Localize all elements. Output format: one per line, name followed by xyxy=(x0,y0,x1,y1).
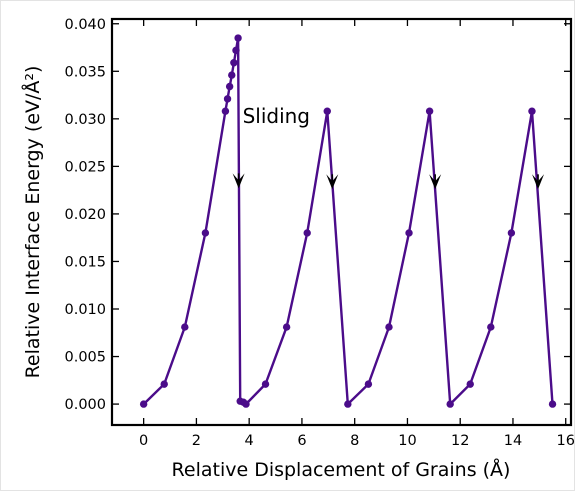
data-point xyxy=(234,34,242,42)
y-tick-label: 0.035 xyxy=(64,64,106,80)
plot-frame xyxy=(110,17,573,427)
y-tick-label: 0.020 xyxy=(64,207,106,223)
arrow-head xyxy=(429,174,442,190)
y-tick-label: 0.040 xyxy=(64,17,106,33)
y-tick-label: 0.015 xyxy=(64,254,106,270)
data-point xyxy=(364,380,373,388)
data-point xyxy=(282,323,291,331)
data-point xyxy=(323,107,331,115)
data-point xyxy=(507,229,516,237)
axis-ticks xyxy=(112,19,571,425)
x-tick-label: 16 xyxy=(556,433,574,449)
y-tick-label: 0.005 xyxy=(64,350,106,366)
data-point xyxy=(303,229,311,237)
data-point xyxy=(425,107,434,115)
sliding-annotation: Sliding xyxy=(243,104,310,128)
data-point xyxy=(466,380,474,388)
data-series xyxy=(139,34,557,408)
y-tick-label: 0.030 xyxy=(64,112,106,128)
y-tick-label: 0.010 xyxy=(64,302,106,318)
x-tick-label: 12 xyxy=(451,433,469,449)
data-point xyxy=(223,95,232,103)
data-point xyxy=(228,71,236,79)
arrow-head xyxy=(532,174,545,190)
y-axis-title: Relative Interface Energy (eV/Å²) xyxy=(21,66,44,379)
data-point xyxy=(528,107,536,115)
data-point xyxy=(221,107,230,115)
x-tick-label: 8 xyxy=(350,433,359,449)
y-tick-label: 0.025 xyxy=(64,159,106,175)
x-tick-label: 14 xyxy=(504,433,522,449)
y-tick-label: 0.000 xyxy=(64,397,106,413)
data-point xyxy=(181,323,189,331)
data-point xyxy=(261,380,270,388)
data-point xyxy=(548,400,557,408)
data-point xyxy=(160,380,168,388)
data-point xyxy=(446,400,454,408)
x-tick-label: 4 xyxy=(245,433,254,449)
x-tick-label: 0 xyxy=(139,433,148,449)
data-point xyxy=(201,229,210,237)
x-tick-label: 6 xyxy=(297,433,306,449)
data-point xyxy=(385,323,393,331)
data-point xyxy=(225,82,234,91)
arrow-head xyxy=(326,174,339,190)
data-point xyxy=(344,400,352,408)
x-tick-label: 2 xyxy=(192,433,201,449)
data-point xyxy=(230,59,238,67)
data-point xyxy=(405,229,413,237)
x-tick-label: 10 xyxy=(398,433,416,449)
arrow-head xyxy=(232,173,245,189)
data-point xyxy=(487,323,495,331)
data-point xyxy=(139,400,148,408)
sliding-arrows xyxy=(232,173,545,190)
x-axis-title: Relative Displacement of Grains (Å) xyxy=(172,458,511,481)
tick-labels: 0 2 4 6 8 10 12 14 16 0.000 0.005 0.010 0.015 0.020 0.… xyxy=(64,17,574,449)
data-point xyxy=(242,400,250,408)
data-point xyxy=(232,46,240,55)
